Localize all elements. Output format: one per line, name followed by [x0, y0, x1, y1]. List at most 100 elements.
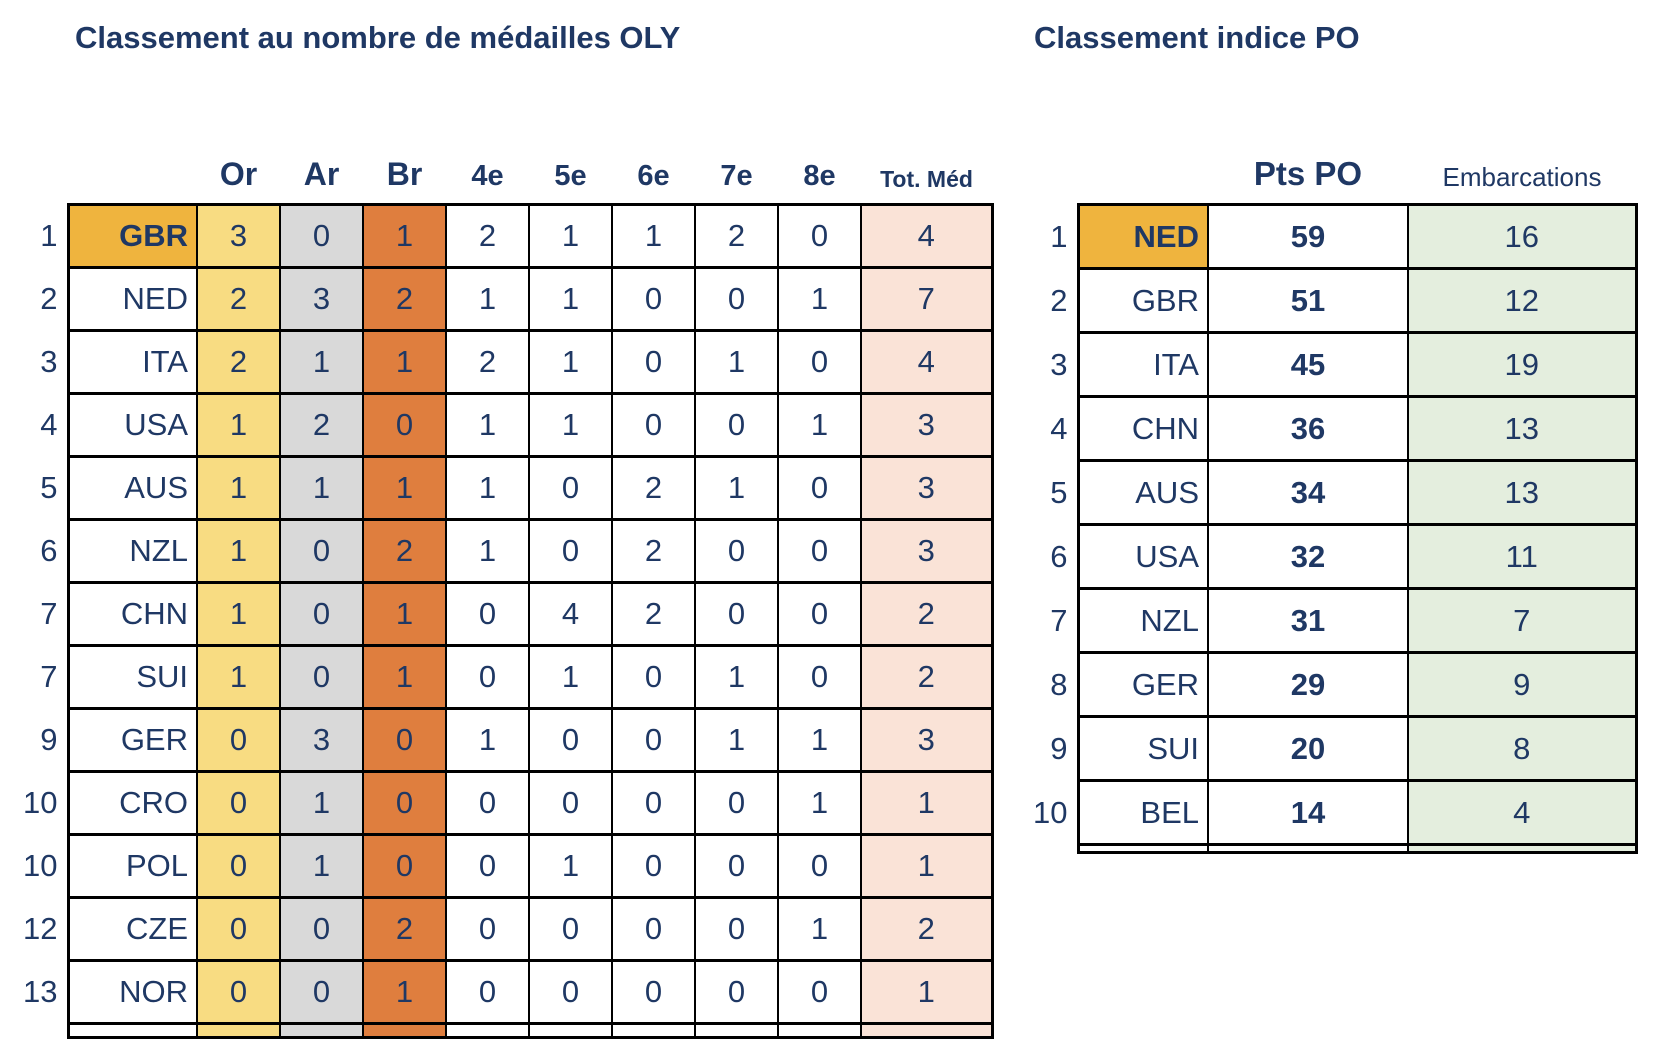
silver-count-cell: 3: [279, 707, 364, 773]
table-row: 1 NED 59 16: [1010, 203, 1638, 270]
rank-header-spacer: [1010, 141, 1078, 205]
eighth-place-cell: 0: [777, 581, 862, 647]
country-cell: CRO: [66, 770, 198, 836]
po-points-cell: 32: [1207, 523, 1409, 590]
fourth-place-cell: 2: [445, 203, 530, 269]
silver-count-cell: 1: [279, 833, 364, 899]
silver-count-cell: 1: [279, 329, 364, 395]
rank-cell: [6, 1024, 68, 1038]
boats-count-cell: 13: [1407, 395, 1638, 462]
total-medals-cell: 1: [860, 770, 994, 836]
table-row: 9 SUI 20 8: [1010, 715, 1638, 782]
bronze-count-cell: 1: [362, 959, 447, 1025]
column-header: Embarcations: [1442, 162, 1602, 192]
column-header: Br: [386, 156, 423, 192]
eighth-place-cell: 0: [777, 959, 862, 1025]
sixth-place-cell: 0: [611, 266, 696, 332]
sixth-place-cell: 2: [611, 581, 696, 647]
gold-count-cell: 1: [196, 455, 281, 521]
country-cell: ITA: [66, 329, 198, 395]
rank-cell: 4: [40, 407, 58, 442]
boats-count-cell: 8: [1407, 715, 1638, 782]
bronze-count-cell: 1: [362, 581, 447, 647]
table-row: 7 NZL 31 7: [1010, 587, 1638, 654]
gold-count-cell: 2: [196, 266, 281, 332]
silver-count-cell: 0: [279, 959, 364, 1025]
table-row: 7 SUI 1 0 1 0 1 0 1 0 2: [6, 644, 994, 710]
sixth-place-cell: 0: [611, 644, 696, 710]
boats-count-cell: 9: [1407, 651, 1638, 718]
country-cell: NZL: [66, 518, 198, 584]
po-points-cell: 29: [1207, 651, 1409, 718]
rank-cell: 1: [40, 218, 58, 253]
silver-count-cell: 0: [279, 896, 364, 962]
eighth-place-cell: 1: [777, 266, 862, 332]
po-points-cell: 31: [1207, 587, 1409, 654]
po-points-cell: 51: [1207, 267, 1409, 334]
empty-cell: [445, 1022, 530, 1039]
total-medals-cell: 7: [860, 266, 994, 332]
fifth-place-cell: 0: [528, 959, 613, 1025]
country-header-spacer: [1078, 141, 1208, 205]
bronze-count-cell: 1: [362, 455, 447, 521]
seventh-place-cell: 1: [694, 707, 779, 773]
column-header: Ar: [303, 156, 340, 192]
header-row: Or Ar Br 4e 5e 6e 7e 8e Tot. Méd: [6, 141, 992, 205]
column-header: 4e: [471, 160, 504, 192]
fifth-place-cell: 0: [528, 455, 613, 521]
country-cell: GER: [66, 707, 198, 773]
bronze-count-cell: 0: [362, 770, 447, 836]
boats-count-cell: 11: [1407, 523, 1638, 590]
country-cell: POL: [66, 833, 198, 899]
sixth-place-cell: 0: [611, 770, 696, 836]
rank-header-spacer: [6, 141, 68, 205]
bronze-count-cell: 0: [362, 392, 447, 458]
rank-cell: 7: [1050, 602, 1068, 638]
po-points-cell: 45: [1207, 331, 1409, 398]
rank-cell: 10: [23, 848, 58, 883]
table-row: 3 ITA 45 19: [1010, 331, 1638, 398]
country-cell: NED: [1076, 203, 1209, 270]
fifth-place-cell: 0: [528, 518, 613, 584]
bronze-count-cell: 2: [362, 896, 447, 962]
silver-count-cell: 0: [279, 581, 364, 647]
country-cell: USA: [66, 392, 198, 458]
column-header: 5e: [554, 160, 587, 192]
gold-count-cell: 1: [196, 581, 281, 647]
eighth-place-cell: 0: [777, 203, 862, 269]
sixth-place-cell: 2: [611, 518, 696, 584]
rank-cell: 6: [1050, 538, 1068, 574]
table-row: 10 POL 0 1 0 0 1 0 0 0 1: [6, 833, 994, 899]
gold-count-cell: 0: [196, 707, 281, 773]
table-row: 4 USA 1 2 0 1 1 0 0 1 3: [6, 392, 994, 458]
sixth-place-cell: 1: [611, 203, 696, 269]
table-row: 6 USA 32 11: [1010, 523, 1638, 590]
fourth-place-cell: 0: [445, 770, 530, 836]
seventh-place-cell: 1: [694, 644, 779, 710]
country-cell: ITA: [1076, 331, 1209, 398]
seventh-place-cell: 0: [694, 581, 779, 647]
sixth-place-cell: 0: [611, 896, 696, 962]
rank-cell: 12: [23, 911, 58, 946]
sixth-place-cell: 0: [611, 707, 696, 773]
eighth-place-cell: 0: [777, 455, 862, 521]
country-cell: AUS: [66, 455, 198, 521]
po-index-table-title: Classement indice PO: [1034, 20, 1360, 55]
silver-count-cell: 0: [279, 644, 364, 710]
country-cell: [1076, 843, 1209, 854]
gold-count-cell: 0: [196, 959, 281, 1025]
gold-count-cell: 0: [196, 896, 281, 962]
fourth-place-cell: 2: [445, 329, 530, 395]
po-points-cell: 20: [1207, 715, 1409, 782]
medal-table-title: Classement au nombre de médailles OLY: [75, 20, 681, 55]
fourth-place-cell: 1: [445, 707, 530, 773]
fifth-place-cell: 0: [528, 707, 613, 773]
rank-cell: 13: [23, 974, 58, 1009]
eighth-place-cell: 0: [777, 833, 862, 899]
sixth-place-cell: 0: [611, 329, 696, 395]
po-points-cell: 14: [1207, 779, 1409, 846]
fourth-place-cell: 0: [445, 896, 530, 962]
fourth-place-cell: 0: [445, 959, 530, 1025]
sixth-place-cell: 2: [611, 455, 696, 521]
rank-cell: 4: [1050, 410, 1068, 446]
